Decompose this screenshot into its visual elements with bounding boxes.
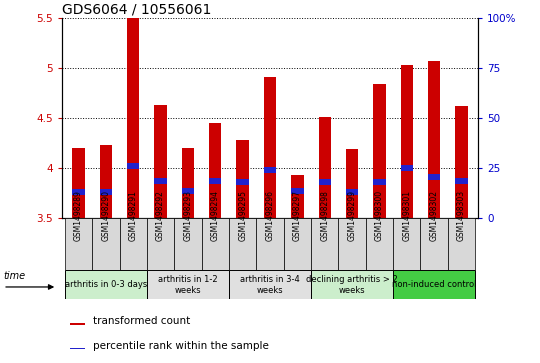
Text: GSM1498290: GSM1498290 (102, 191, 110, 241)
Text: arthritis in 3-4
weeks: arthritis in 3-4 weeks (240, 274, 300, 295)
Bar (401, 65, 413, 218)
Bar (455, 178, 468, 184)
Text: GSM1498294: GSM1498294 (211, 191, 220, 241)
Bar (401, 166, 413, 171)
Text: GSM1498300: GSM1498300 (375, 190, 384, 241)
Bar (100, 189, 112, 195)
Bar (373, 179, 386, 185)
FancyBboxPatch shape (201, 218, 229, 270)
Bar (428, 61, 440, 218)
Text: GSM1498296: GSM1498296 (266, 191, 274, 241)
Text: GSM1498302: GSM1498302 (430, 191, 438, 241)
Bar (209, 178, 221, 184)
FancyBboxPatch shape (229, 218, 256, 270)
Bar (264, 77, 276, 218)
Bar (209, 123, 221, 218)
Text: GSM1498303: GSM1498303 (457, 190, 466, 241)
FancyBboxPatch shape (147, 270, 229, 299)
Text: percentile rank within the sample: percentile rank within the sample (93, 341, 269, 351)
FancyBboxPatch shape (448, 218, 475, 270)
Bar (182, 148, 194, 218)
Text: GSM1498297: GSM1498297 (293, 191, 302, 241)
Text: GSM1498293: GSM1498293 (184, 191, 192, 241)
Text: declining arthritis > 2
weeks: declining arthritis > 2 weeks (306, 274, 398, 295)
Text: GSM1498289: GSM1498289 (74, 191, 83, 241)
Bar (291, 175, 303, 218)
Text: GSM1498292: GSM1498292 (156, 191, 165, 241)
Bar (264, 167, 276, 173)
FancyBboxPatch shape (393, 270, 475, 299)
Bar (70, 348, 85, 350)
Bar (319, 179, 331, 185)
Bar (346, 149, 358, 218)
Text: transformed count: transformed count (93, 316, 191, 326)
Text: GSM1498291: GSM1498291 (129, 191, 138, 241)
Bar (72, 189, 85, 195)
FancyBboxPatch shape (65, 218, 92, 270)
Bar (72, 148, 85, 218)
FancyBboxPatch shape (229, 270, 311, 299)
Bar (237, 140, 249, 218)
Bar (346, 189, 358, 195)
FancyBboxPatch shape (366, 218, 393, 270)
Bar (428, 174, 440, 180)
Text: time: time (3, 271, 25, 281)
Text: GSM1498299: GSM1498299 (348, 191, 356, 241)
Bar (373, 84, 386, 218)
FancyBboxPatch shape (339, 218, 366, 270)
Text: GDS6064 / 10556061: GDS6064 / 10556061 (62, 3, 212, 17)
Bar (127, 18, 139, 218)
Text: non-induced control: non-induced control (392, 280, 476, 289)
FancyBboxPatch shape (119, 218, 147, 270)
Text: arthritis in 1-2
weeks: arthritis in 1-2 weeks (158, 274, 218, 295)
Text: GSM1498301: GSM1498301 (402, 191, 411, 241)
Text: arthritis in 0-3 days: arthritis in 0-3 days (65, 280, 147, 289)
Bar (70, 323, 85, 325)
FancyBboxPatch shape (147, 218, 174, 270)
Bar (237, 179, 249, 185)
FancyBboxPatch shape (65, 270, 147, 299)
FancyBboxPatch shape (311, 218, 339, 270)
Bar (319, 117, 331, 218)
FancyBboxPatch shape (256, 218, 284, 270)
Text: GSM1498295: GSM1498295 (238, 191, 247, 241)
Bar (455, 106, 468, 218)
FancyBboxPatch shape (311, 270, 393, 299)
FancyBboxPatch shape (284, 218, 311, 270)
Bar (127, 163, 139, 169)
FancyBboxPatch shape (393, 218, 421, 270)
Text: GSM1498298: GSM1498298 (320, 191, 329, 241)
FancyBboxPatch shape (92, 218, 119, 270)
Bar (291, 188, 303, 194)
Bar (154, 178, 167, 184)
Bar (100, 145, 112, 218)
Bar (154, 105, 167, 218)
FancyBboxPatch shape (421, 218, 448, 270)
Bar (182, 188, 194, 194)
FancyBboxPatch shape (174, 218, 201, 270)
